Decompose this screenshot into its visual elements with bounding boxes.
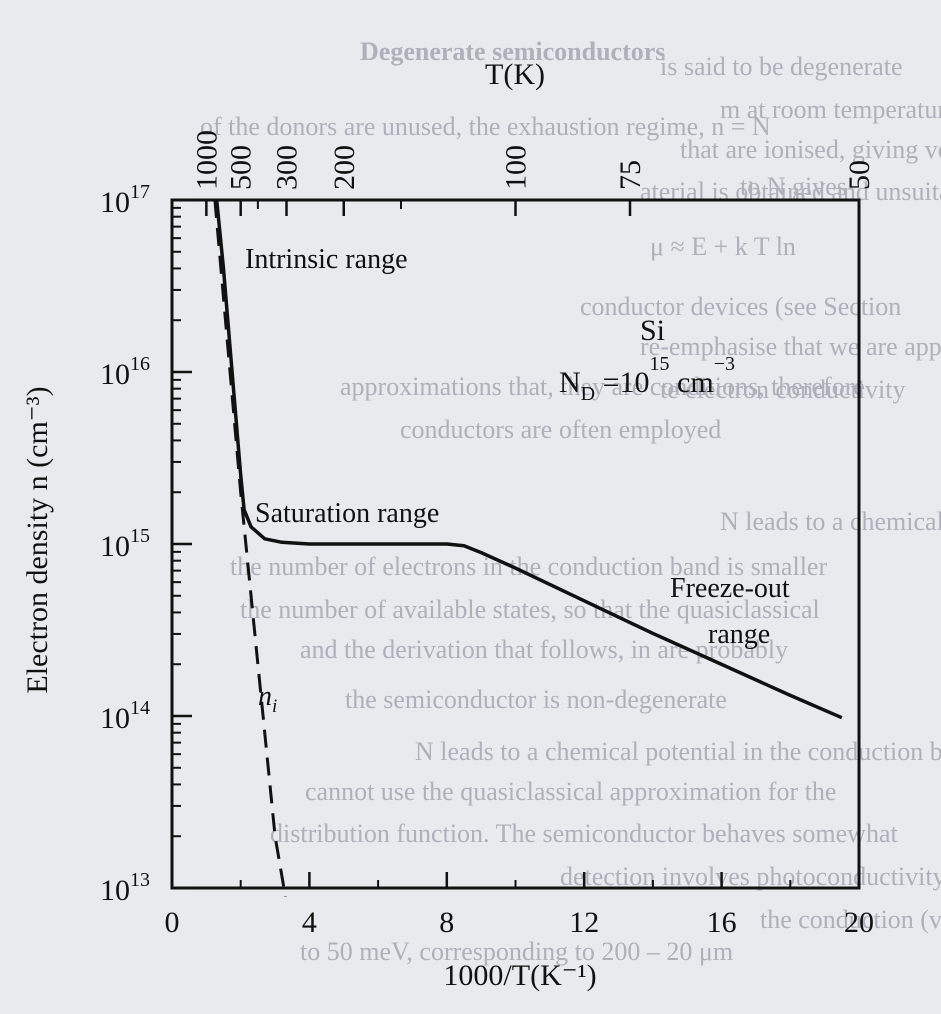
background-text-line: the number of available states, so that … [240,595,820,624]
background-text-line: m at room temperature [720,95,941,124]
y-tick-label: 1017 [100,181,150,219]
background-text-line: distribution function. The semiconductor… [270,819,898,848]
background-text-line: cannot use the quasiclassical approximat… [305,777,836,806]
background-text-line: the semiconductor is non-degenerate [345,685,727,714]
freeze-out-label: Freeze-out [670,573,790,604]
background-heading: Degenerate semiconductors [360,37,665,66]
top-tick-label: 500 [225,145,258,190]
background-text-line: te electron conductivity [660,375,905,404]
top-tick-label: 75 [614,160,647,190]
background-text-line: re-emphasise that we are approaching a d… [640,332,941,361]
y-tick-label: 1015 [100,525,150,563]
series-layer [213,199,843,897]
background-text-line: μ ≈ E + k T ln [650,232,796,261]
background-text-line: conductors are often employed [400,415,721,444]
background-text-line: conductor devices (see Section [580,292,901,321]
background-text-line: of the donors are unused, the exhaustion… [200,112,771,141]
y-tick-label: 1013 [100,869,150,907]
background-text-line: approximations that, they are conditions… [340,372,865,401]
axis-ticks [170,198,861,890]
x-tick-label: 0 [165,906,180,939]
electron-density-line [214,199,843,720]
x-tick-label: 16 [707,906,737,939]
x-tick-label: 8 [439,906,454,939]
background-text-line: the conduction (valence) band [760,905,941,934]
top-tick-label: 1000 [190,130,223,190]
ni-label: ni [258,681,277,717]
background-text-line: aterial is obtained and unsuitable to su… [640,177,941,206]
y-axis-title: Electron density n (cm⁻³) [21,386,54,693]
freeze-out-label-line2: range [708,619,770,650]
x-tick-label: 12 [569,906,599,939]
background-text-line: detection involves photoconductivity, wh… [560,862,941,891]
top-tick-label: 50 [843,160,876,190]
x-axis-title: 1000/T(K⁻¹) [443,959,596,992]
y-tick-label: 1014 [100,697,150,735]
top-axis-title: T(K) [485,58,545,91]
background-text-line: that are ionised, giving very high resis… [680,135,941,164]
y-tick-label: 1016 [100,353,150,391]
saturation-range-label: Saturation range [255,498,439,529]
top-tick-label: 100 [500,145,533,190]
intrinsic-range-label: Intrinsic range [245,244,408,275]
doping-label: ND =1015 cm−3 [559,353,735,405]
background-text-line: to N gives [740,172,847,201]
x-tick-label: 4 [302,906,317,939]
intrinsic-density-line [213,199,287,897]
background-text-line: N leads to a chemical potential which is… [720,507,941,536]
background-text-line: N leads to a chemical potential in the c… [415,737,941,766]
background-text-line: is said to be degenerate [660,52,903,81]
material-label: Si [640,314,665,347]
top-tick-label: 200 [328,145,361,190]
labels-layer: 0 4 8 12 16 20 1000 500 300 200 100 75 50 1013 1014 101… [21,58,876,992]
x-tick-label: 20 [844,906,874,939]
background-text-line: to 50 meV, corresponding to 200 – 20 μm [300,937,733,966]
top-tick-label: 300 [271,145,304,190]
